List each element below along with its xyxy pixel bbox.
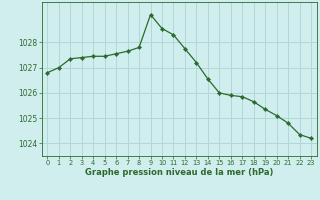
X-axis label: Graphe pression niveau de la mer (hPa): Graphe pression niveau de la mer (hPa)	[85, 168, 273, 177]
